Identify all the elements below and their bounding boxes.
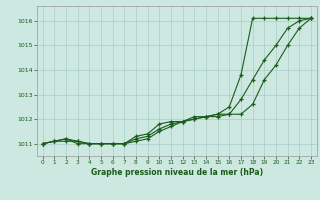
X-axis label: Graphe pression niveau de la mer (hPa): Graphe pression niveau de la mer (hPa) [91, 168, 263, 177]
